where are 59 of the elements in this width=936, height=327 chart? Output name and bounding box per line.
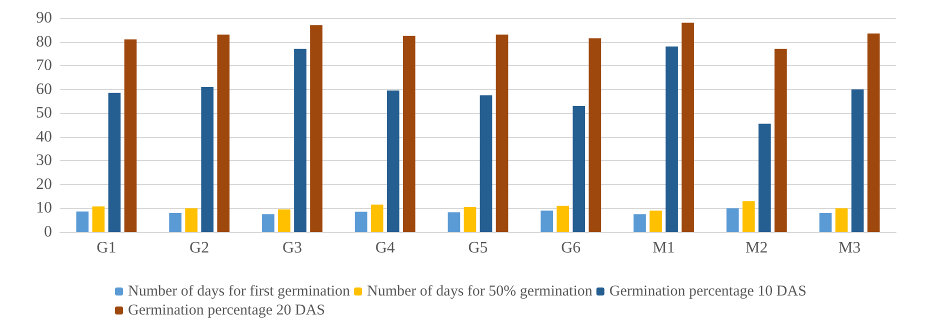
bar [124,39,137,232]
x-tick-label: G4 [375,240,395,256]
y-tick-label: 30 [36,152,52,170]
bar [867,33,880,232]
y-tick-label: 60 [36,80,52,98]
bar [758,124,771,232]
legend-label: Number of days for first germination [128,284,351,300]
x-tick-label: M2 [746,240,768,256]
bar [835,208,848,232]
bar [540,210,554,232]
x-tick-label: G2 [190,240,210,256]
legend-label: Number of days for 50% germination [367,284,593,300]
bar [278,209,290,232]
bar [108,92,121,232]
bar [92,206,105,232]
bar [556,206,570,232]
bar [370,204,384,232]
bar [588,38,602,232]
bar [262,214,274,232]
legend-label: Germination percentage 20 DAS [128,302,326,318]
x-tick-label: G6 [561,240,581,256]
x-tick-label: G3 [282,240,302,256]
y-tick-label: 0 [44,224,52,240]
x-tick-label: G1 [96,240,116,256]
x-tick-label: M1 [652,240,675,256]
y-tick-label: 40 [36,128,52,146]
bar [742,201,755,232]
bar [76,212,89,232]
bar [448,212,460,232]
bar [217,34,230,232]
bar [682,22,694,232]
bar [572,106,586,232]
bar [819,212,832,232]
y-tick-label: 50 [36,104,52,122]
bar [310,25,322,232]
bar [386,90,400,232]
bar [354,212,368,232]
y-tick-label: 10 [36,200,52,217]
y-tick-label: 90 [36,10,52,26]
y-tick-label: 20 [36,176,52,193]
x-tick-label: G5 [468,240,488,256]
y-tick-label: 70 [36,57,52,74]
bar [774,48,787,232]
bar [851,89,864,232]
bar [294,48,306,232]
bar [201,86,214,232]
bar [666,46,678,232]
bar [496,34,508,232]
bar [169,212,182,232]
bar [480,95,492,232]
bar [402,36,416,232]
bar [726,208,739,232]
bar [464,207,476,232]
bar [185,208,198,232]
y-tick-label: 80 [36,33,52,50]
legend-label: Germination percentage 10 DAS [609,284,806,300]
x-tick-label: M3 [838,240,861,256]
bar [634,214,646,232]
bar [650,210,662,232]
